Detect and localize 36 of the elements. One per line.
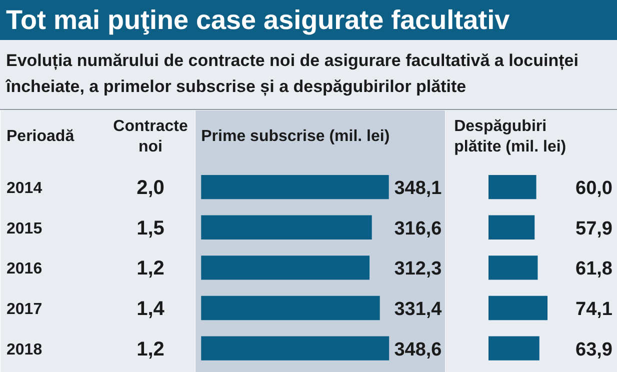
x-axis-title: Prime subscrise (mil. lei) (201, 128, 390, 146)
y-axis-title: Perioadă (6, 128, 74, 146)
data-label: 1,2 (136, 258, 164, 280)
data-label: 61,8 (576, 258, 613, 280)
data-label: 1,2 (136, 338, 164, 360)
y-tick-label: 2017 (6, 301, 42, 318)
data-label: 312,3 (394, 258, 442, 280)
data-label: 348,6 (394, 339, 442, 360)
text: Tot mai puţine case asigurate facultativ (6, 4, 510, 37)
bar (201, 215, 372, 240)
data-label: 60,0 (576, 178, 613, 200)
data-label: 1,5 (136, 217, 164, 240)
data-label: 331,4 (394, 299, 442, 320)
text: Contracte noi (113, 118, 188, 156)
bar (201, 296, 380, 320)
bar (201, 336, 390, 360)
data-label: 63,9 (576, 339, 613, 360)
y-tick-label: 2016 (6, 260, 42, 278)
x-axis-title: Despăgubiri plătite (mil. lei) (454, 118, 566, 156)
bar (201, 256, 370, 280)
bar (201, 174, 389, 200)
bar (488, 174, 536, 200)
bar (488, 256, 538, 280)
y-tick-label: 2014 (6, 180, 42, 198)
y-tick-label: 2018 (6, 341, 42, 358)
data-label: 57,9 (576, 218, 613, 240)
bar (488, 336, 540, 360)
data-label: 2,0 (136, 177, 164, 200)
data-label: 348,1 (394, 178, 442, 200)
bar (488, 215, 535, 240)
bar (488, 296, 548, 320)
data-label: 1,4 (136, 298, 166, 320)
data-label: 316,6 (394, 218, 442, 240)
y-tick-label: 2015 (6, 220, 42, 238)
data-label: 74,1 (576, 299, 613, 320)
text: Evoluția numărului de contracte noi de asigurare facultativă a locuinței încheiate, a primelor subscrise și a despăgubirilor plătite (6, 50, 580, 98)
